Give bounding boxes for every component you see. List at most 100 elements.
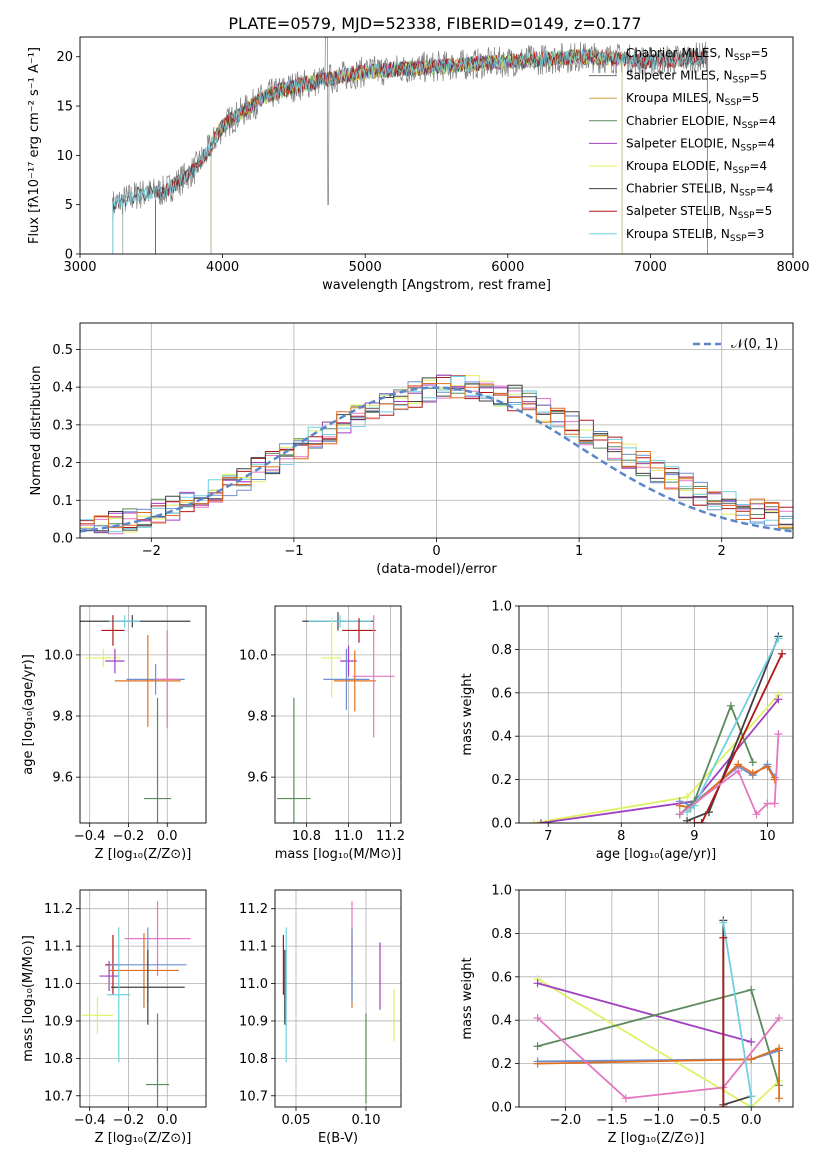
y-axis-label: mass [log₁₀(M/M⊙)] <box>21 935 36 1062</box>
weight-line-0 <box>533 694 780 823</box>
model-spectrum-3 <box>210 49 623 254</box>
histogram-step-6 <box>80 381 793 530</box>
weight-marker <box>747 1092 756 1101</box>
weight-vs-age-panel: 7 8 9 10 0.0 0.2 0.4 0.6 0.8 1.0 age [log₁₀(age/yr… <box>460 600 794 862</box>
weight_vs_Z-plot-area <box>533 916 784 1107</box>
weight-marker <box>533 1059 542 1068</box>
weight-marker <box>719 933 728 942</box>
x-axis-label: (data-model)/error <box>376 562 497 577</box>
x-tick-label: 8000 <box>776 260 809 275</box>
weight-marker <box>774 695 783 704</box>
y-tick-label: 11.1 <box>44 940 73 955</box>
errorbar-point <box>155 630 179 729</box>
model-spectrum-8 <box>112 49 708 254</box>
legend-label-sub: SSP <box>734 53 751 63</box>
weight-marker <box>683 816 692 823</box>
legend-label-n: =5 <box>742 91 760 105</box>
x-tick-label: −1.0 <box>643 1113 675 1128</box>
weight-line-1 <box>537 982 752 1043</box>
y-tick-label: 0.5 <box>52 343 73 358</box>
legend-label-n: =5 <box>749 69 767 83</box>
legend-label-main: Salpeter ELODIE, N <box>626 136 740 150</box>
x-tick-label: −2 <box>142 544 161 559</box>
x-tick-label: 11.2 <box>376 829 405 844</box>
weight-marker <box>697 819 706 823</box>
y-tick-label: 0.3 <box>52 418 73 433</box>
y-tick-label: 5 <box>65 198 73 213</box>
y-tick-label: 0.2 <box>491 773 512 788</box>
weight-line-8 <box>679 733 780 816</box>
y-tick-label: 0 <box>65 248 73 263</box>
x-tick-label: 0 <box>432 544 440 559</box>
legend-label-main: Kroupa ELODIE, N <box>626 159 733 173</box>
x-tick-label: 0.0 <box>157 1113 178 1128</box>
x-axis-label: Z [log₁₀(Z/Z⊙)] <box>95 847 192 862</box>
x-axis-label: wavelength [Angstrom, rest frame] <box>322 278 551 293</box>
legend-label-main: Chabrier MILES, N <box>626 46 734 60</box>
legend-label: Salpeter ELODIE, NSSP=4 <box>626 136 775 153</box>
errorbar-point <box>101 615 125 646</box>
x-tick-label: 5000 <box>349 260 382 275</box>
y-tick-label: 0.0 <box>52 532 73 547</box>
x-tick-label: 7 <box>544 829 552 844</box>
y-tick-label: 10.7 <box>44 1089 73 1104</box>
weight-marker <box>770 799 779 808</box>
x-tick-label: −2.0 <box>550 1113 582 1128</box>
y-tick-label: 1.0 <box>491 600 512 615</box>
weight-marker <box>774 730 783 739</box>
legend-label-sub: SSP <box>740 143 757 153</box>
weight-marker <box>763 762 772 771</box>
y-tick-label: 0.1 <box>52 494 73 509</box>
x-tick-label: −0.2 <box>113 829 145 844</box>
legend-label-sub: SSP <box>730 234 747 244</box>
weight-line-7 <box>722 922 753 1107</box>
legend-label: Salpeter MILES, NSSP=5 <box>626 69 767 86</box>
legend-label-main: Salpeter STELIB, N <box>626 204 738 218</box>
age-vs-mass-panel: 10.8 11.0 11.2 9.6 9.8 10.0 mass [log₁₀(M/M⊙)] <box>239 605 405 862</box>
legend-label: Chabrier ELODIE, NSSP=4 <box>626 114 776 131</box>
errorbar-point <box>111 949 185 1025</box>
weight-line-0 <box>537 978 780 1107</box>
y-tick-label: 10.8 <box>239 1052 268 1067</box>
y-axis-label: Flux [fλ10⁻¹⁷ erg cm⁻² s⁻¹ A⁻¹] <box>27 47 42 244</box>
weight-marker <box>529 819 538 823</box>
model-spectrum-2 <box>210 48 623 254</box>
x-tick-label: 10 <box>759 829 776 844</box>
x-tick-label: 4000 <box>206 260 239 275</box>
errorbar-point <box>124 901 191 977</box>
legend-label-sub: SSP <box>742 121 759 131</box>
weight-vs-metallicity-panel: −2.0 −1.5 −1.0 −0.5 0.0 0.0 0.2 0.4 0.6 0.8 1.0 Z [… <box>460 884 794 1146</box>
x-tick-label: 7000 <box>634 260 667 275</box>
legend-label: Kroupa STELIB, NSSP=3 <box>626 227 764 244</box>
errorbar-point <box>114 635 181 727</box>
weight-marker <box>533 979 542 988</box>
y-tick-label: 0.8 <box>491 927 512 942</box>
weight-marker <box>747 985 756 994</box>
spectrum-panel: 3000 4000 5000 6000 7000 8000 0 5 10 15 20 waveleng… <box>27 36 810 293</box>
errorbar-point <box>352 615 395 738</box>
x-tick-label: −1.5 <box>596 1113 628 1128</box>
y-tick-label: 10.9 <box>239 1014 268 1029</box>
legend-label-main: Chabrier STELIB, N <box>626 182 739 196</box>
x-axis-label: mass [log₁₀(M/M⊙)] <box>275 847 402 862</box>
residuals-plot-area <box>80 374 793 535</box>
mass_vs_ebv-plot-area <box>282 901 395 1104</box>
errorbar-point <box>107 927 131 1063</box>
weight-marker <box>536 819 545 823</box>
x-tick-label: −0.4 <box>74 829 106 844</box>
weight-line-5 <box>536 1017 780 1100</box>
y-tick-label: 0.4 <box>491 1014 512 1029</box>
errorbar-point <box>308 615 372 628</box>
weight-marker <box>533 1014 542 1023</box>
errorbar-point <box>145 1013 170 1107</box>
x-tick-label: 8 <box>617 829 625 844</box>
x-tick-label: 0.05 <box>282 1113 311 1128</box>
weight-marker <box>774 634 783 643</box>
y-tick-label: 9.6 <box>247 771 268 786</box>
y-tick-label: 11.2 <box>44 902 73 917</box>
x-axis-label: Z [log₁₀(Z/Z⊙)] <box>95 1131 192 1146</box>
errorbar-point <box>323 648 370 710</box>
x-tick-label: 1 <box>575 544 583 559</box>
plot-frame <box>274 889 402 1108</box>
